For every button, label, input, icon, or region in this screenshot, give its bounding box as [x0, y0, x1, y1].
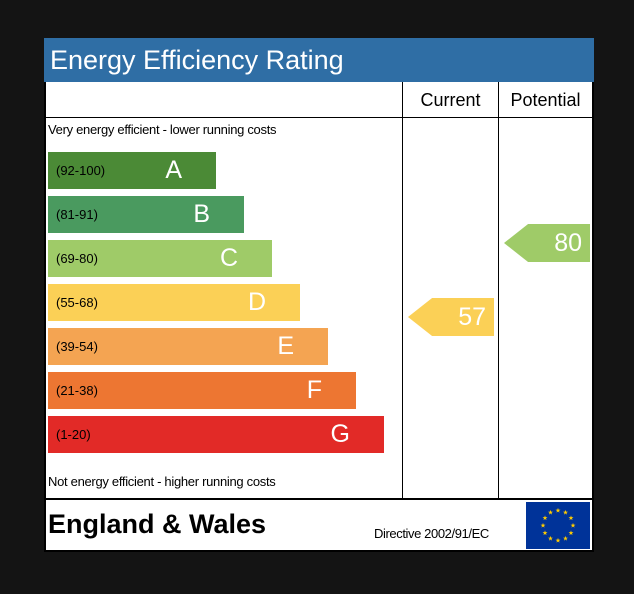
column-header-potential: Potential — [510, 90, 581, 110]
potential-rating-arrow: 80 — [504, 224, 590, 262]
band-letter-label: E — [277, 332, 294, 360]
band-range-label: (55-68) — [56, 295, 98, 310]
bottom-note: Not energy efficient - higher running co… — [48, 474, 276, 489]
country-label: England & Wales — [48, 509, 267, 539]
band-range-label: (69-80) — [56, 251, 98, 266]
band-a: (92-100) A — [48, 152, 216, 189]
band-e: (39-54) E — [48, 328, 328, 365]
column-divider-potential — [498, 82, 499, 499]
band-range-label: (1-20) — [56, 427, 91, 442]
band-f: (21-38) F — [48, 372, 356, 409]
current-rating-arrow: 57 — [408, 298, 494, 336]
eu-star — [570, 522, 576, 528]
chart-title: Energy Efficiency Rating — [44, 38, 594, 82]
band-range-label: (39-54) — [56, 339, 98, 354]
current-rating-value: 57 — [458, 303, 486, 331]
grid-border-right — [592, 82, 594, 552]
band-letter-label: C — [219, 244, 238, 272]
eu-star — [568, 530, 574, 536]
eu-star — [540, 522, 546, 528]
eu-flag-icon — [526, 502, 590, 549]
band-letter-label: B — [193, 200, 210, 228]
eu-star — [563, 509, 568, 515]
band-range-label: (92-100) — [56, 163, 106, 178]
eu-star — [548, 509, 553, 515]
header-divider — [44, 117, 594, 118]
grid-border-left — [44, 82, 46, 552]
band-letter-label: A — [165, 156, 182, 184]
band-d: (55-68) D — [48, 284, 300, 321]
eu-star — [563, 535, 568, 541]
band-letter-label: G — [330, 420, 350, 448]
directive-label: Directive 2002/91/EC — [374, 526, 489, 541]
eu-star — [555, 537, 561, 543]
band-g: (1-20) G — [48, 416, 384, 453]
band-letter-label: D — [247, 288, 266, 316]
footer-divider — [44, 498, 594, 500]
grid-border-bottom — [44, 550, 594, 552]
eu-star — [568, 515, 574, 521]
eu-star — [542, 515, 548, 521]
top-note: Very energy efficient - lower running co… — [48, 122, 277, 137]
potential-rating-value: 80 — [554, 229, 582, 257]
band-letter-label: F — [306, 376, 322, 404]
eu-star — [555, 507, 561, 513]
band-range-label: (21-38) — [56, 383, 98, 398]
energy-rating-card: Energy Efficiency Rating Current Potenti… — [44, 38, 594, 552]
band-range-label: (81-91) — [56, 207, 98, 222]
band-c: (69-80) C — [48, 240, 272, 277]
column-header-current: Current — [420, 90, 481, 110]
eu-star — [542, 530, 548, 536]
eu-star — [548, 535, 553, 541]
band-b: (81-91) B — [48, 196, 244, 233]
column-divider-current — [402, 82, 403, 499]
